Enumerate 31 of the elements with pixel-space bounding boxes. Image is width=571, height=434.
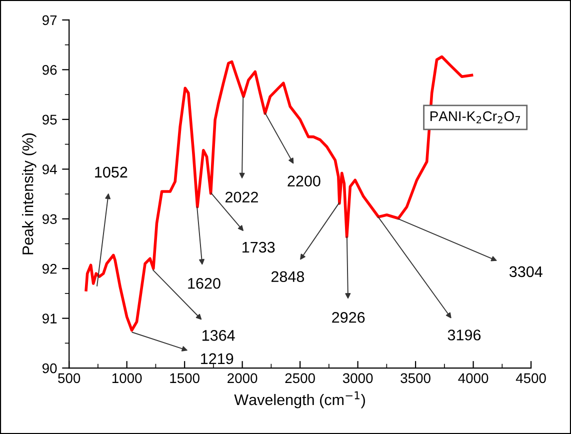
annotation: 1052	[95, 166, 128, 178]
x-tick-label: 2000	[228, 373, 258, 384]
y-tick-label: 91	[42, 314, 57, 324]
x-tick-label: 3500	[400, 373, 430, 384]
x-tick-label: 2500	[285, 373, 315, 384]
annotation: 2200	[288, 176, 320, 186]
x-tick-label: 4000	[458, 373, 488, 384]
x-tick-label: 3000	[342, 373, 373, 384]
annotation: 3304	[509, 266, 542, 278]
x-axis-title: Wavelength (cm$^{−1}$)	[234, 391, 365, 408]
annotation: 1364	[202, 330, 235, 341]
x-tick-label: 1500	[170, 373, 200, 384]
series-label: PANI-K$_{2}$Cr$_{2}$O$_{7}$	[430, 111, 520, 124]
annotation: 2022	[226, 192, 258, 203]
annotation: 2926	[332, 312, 365, 323]
annotation: 1219	[201, 353, 234, 364]
y-tick-label: 96	[42, 65, 57, 75]
annotation: 2848	[271, 271, 304, 282]
y-tick-label: 95	[42, 114, 57, 125]
x-tick-label: 4500	[516, 373, 546, 384]
y-axis-title: Peak intensity (%)	[22, 133, 36, 254]
y-tick-label: 90	[42, 363, 57, 374]
annotation: 1733	[242, 242, 275, 253]
annotation: 1620	[188, 278, 220, 289]
y-tick-label: 94	[42, 164, 57, 174]
y-tick-label: 97	[42, 15, 57, 26]
annotation: 3196	[448, 330, 481, 340]
y-tick-label: 92	[42, 264, 57, 274]
x-tick-label: 1000	[112, 373, 142, 384]
y-tick-label: 93	[42, 214, 57, 224]
x-tick-label: 500	[58, 373, 80, 384]
